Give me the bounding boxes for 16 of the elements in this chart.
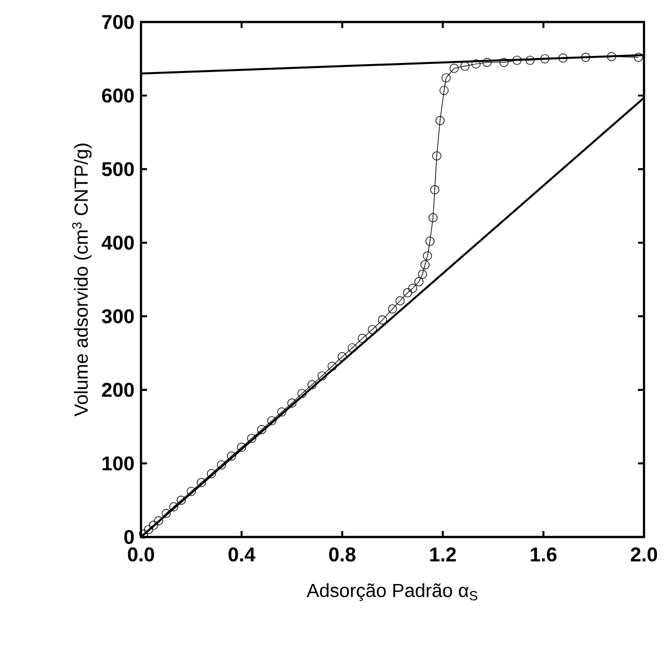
x-tick-label: 0.8: [329, 547, 356, 562]
y-tick-label: 200: [102, 382, 134, 397]
x-axis-title: Adsorção Padrão α$_{S}$: [306, 583, 478, 601]
x-tick-label: 1.2: [430, 547, 456, 562]
y-axis-title: Volume adsorvido (cm$^{3}$ CNTP/g): [72, 144, 92, 416]
y-tick-label: 600: [102, 88, 134, 103]
y-tick-label: 0: [124, 530, 134, 544]
y-tick-label: 700: [102, 14, 134, 30]
x-tick-label: 0.0: [128, 547, 154, 562]
y-tick-label: 100: [102, 456, 134, 470]
y-tick-label: 400: [102, 236, 134, 250]
y-tick-label: 300: [102, 309, 134, 324]
x-tick-label: 2.0: [630, 547, 658, 562]
x-tick-label: 0.4: [228, 547, 256, 562]
x-tick-label: 1.6: [530, 547, 557, 562]
y-tick-label: 500: [102, 162, 134, 176]
